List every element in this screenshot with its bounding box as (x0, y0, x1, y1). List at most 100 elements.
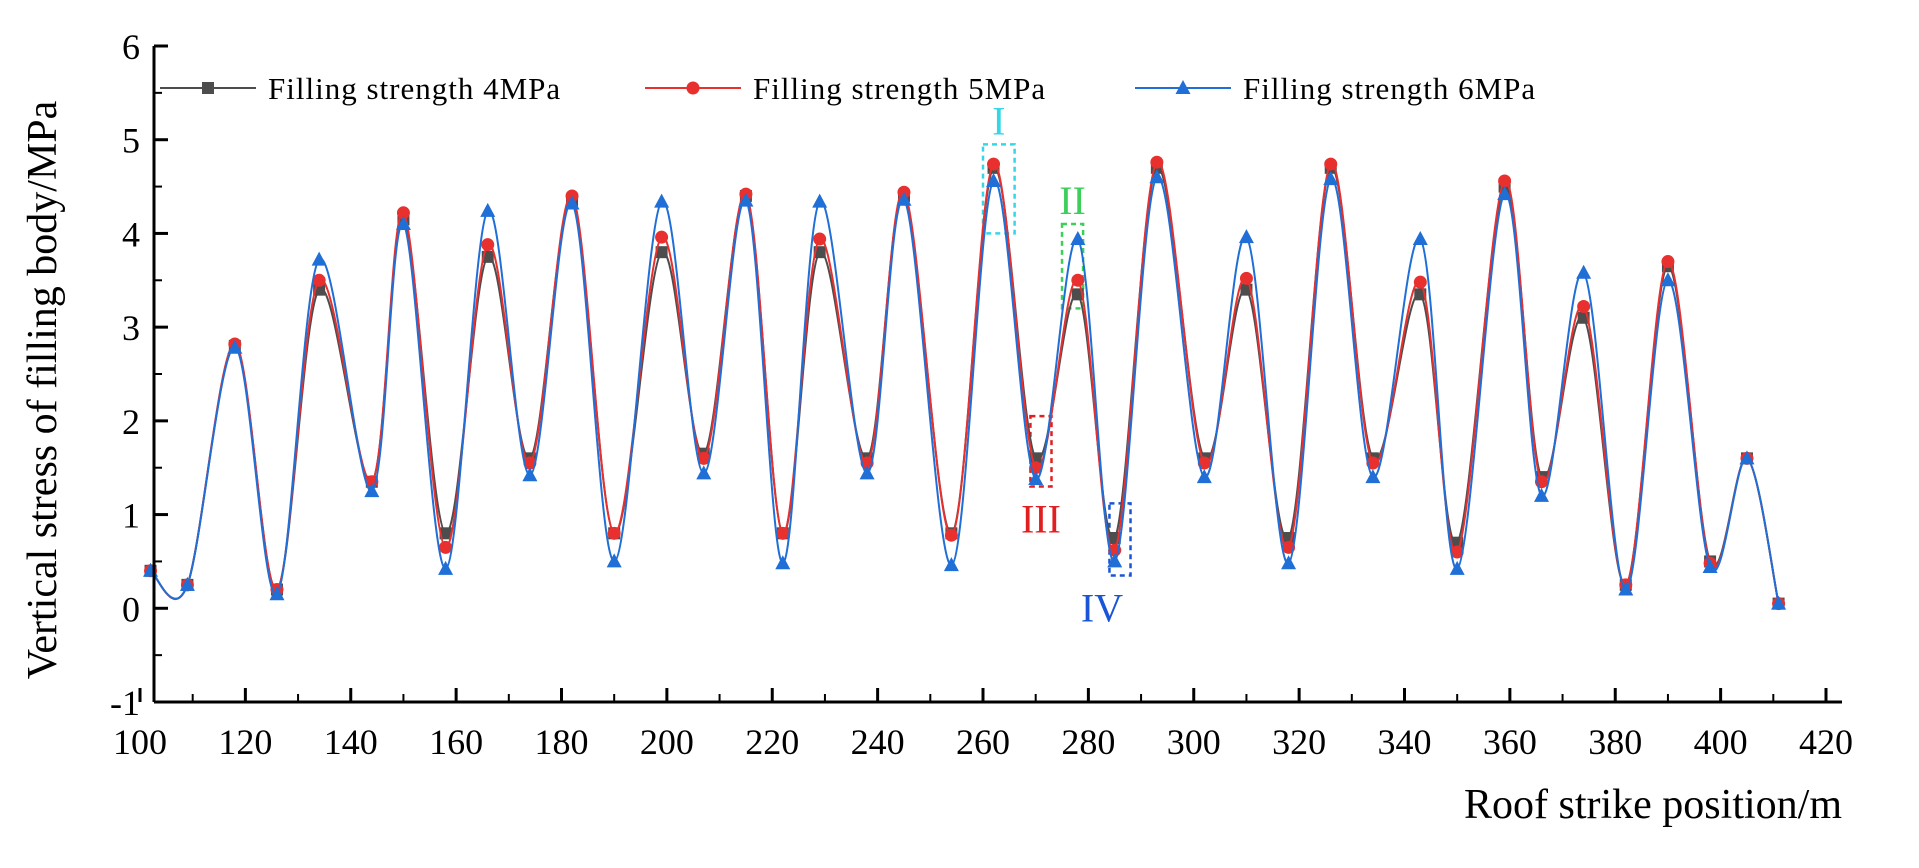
series-2 (144, 155, 1786, 611)
data-point (522, 467, 538, 482)
x-tick-label: 400 (1694, 722, 1748, 762)
data-point (696, 465, 712, 480)
data-point (1366, 456, 1380, 470)
data-point (269, 586, 285, 601)
x-tick-label: 200 (640, 722, 694, 762)
y-tick-label: 4 (122, 214, 140, 254)
data-point (896, 191, 912, 206)
data-point (738, 192, 754, 207)
data-point (986, 172, 1002, 187)
x-tick-label: 260 (956, 722, 1010, 762)
data-point (564, 195, 580, 210)
x-tick-label: 300 (1167, 722, 1221, 762)
data-point (1149, 169, 1165, 184)
legend-label: Filling strength 4MPa (268, 71, 561, 106)
data-point (859, 465, 875, 480)
data-point (775, 555, 791, 570)
annotation-box (1108, 502, 1132, 577)
annotation-label: III (1021, 496, 1061, 541)
data-point (1498, 174, 1512, 188)
annotation-label: IV (1081, 585, 1123, 630)
x-tick-label: 160 (429, 722, 483, 762)
data-point (1576, 264, 1592, 279)
x-tick-label: 320 (1272, 722, 1326, 762)
data-point (1028, 470, 1044, 485)
data-point (1197, 456, 1211, 470)
data-point (1739, 450, 1755, 465)
y-tick-label: 2 (122, 402, 140, 442)
series-line (149, 176, 1780, 604)
data-point (607, 526, 621, 540)
data-point (1660, 272, 1676, 287)
data-point (1533, 487, 1549, 502)
data-point (364, 483, 380, 498)
data-point (655, 230, 669, 244)
legend-marker (202, 82, 214, 94)
data-point (776, 526, 790, 540)
data-point (697, 451, 711, 465)
x-tick-label: 180 (535, 722, 589, 762)
y-tick-label: 5 (122, 121, 140, 161)
data-point (1323, 171, 1339, 186)
data-point (1071, 273, 1085, 287)
x-tick-label: 100 (113, 722, 167, 762)
x-tick-label: 220 (745, 722, 799, 762)
annotation-label: I (992, 98, 1005, 143)
data-point (1070, 231, 1086, 246)
data-point (395, 216, 411, 231)
y-tick-label: 1 (122, 496, 140, 536)
annotation-box (981, 143, 1016, 235)
x-tick-label: 140 (324, 722, 378, 762)
data-point (227, 339, 243, 354)
series-line (149, 161, 1780, 604)
data-point (523, 456, 537, 470)
data-point (179, 576, 195, 591)
data-point (655, 246, 668, 259)
data-point (1107, 553, 1123, 568)
data-point (1365, 469, 1381, 484)
legend: Filling strength 4MPa Filling strength 5M… (160, 71, 1535, 106)
legend-marker (1175, 80, 1191, 94)
data-point (438, 560, 454, 575)
data-point (1413, 275, 1427, 289)
data-point (1412, 231, 1428, 246)
x-tick-label: 280 (1061, 722, 1115, 762)
y-tick-label: 3 (122, 308, 140, 348)
data-point (439, 540, 453, 554)
data-point (1196, 469, 1212, 484)
annotation-label: II (1059, 178, 1086, 223)
data-point (1618, 581, 1634, 596)
data-point (480, 202, 496, 217)
data-point (944, 528, 958, 542)
x-axis-title: Roof strike position/m (1464, 782, 1842, 828)
data-point (1281, 555, 1297, 570)
data-point (481, 238, 495, 252)
data-point (1449, 560, 1465, 575)
series-3 (143, 169, 1787, 610)
x-tick-label: 380 (1588, 722, 1642, 762)
legend-entry-1: Filling strength 4MPa (160, 71, 561, 106)
series-layer (143, 155, 1787, 611)
data-point (813, 232, 827, 246)
y-tick-label: 6 (122, 27, 140, 67)
series-1 (144, 161, 1785, 610)
data-point (1239, 271, 1253, 285)
data-point (943, 557, 959, 572)
data-point (311, 251, 327, 266)
y-tick-label: -1 (110, 683, 140, 723)
data-point (312, 273, 326, 287)
x-tick-label: 420 (1799, 722, 1853, 762)
data-point (1497, 186, 1513, 201)
legend-entry-2: Filling strength 5MPa (645, 71, 1046, 106)
legend-marker (686, 81, 700, 95)
data-point (439, 527, 452, 540)
series-line (149, 166, 1780, 604)
data-point (1450, 545, 1464, 559)
x-tick-label: 340 (1378, 722, 1432, 762)
legend-label: Filling strength 5MPa (753, 71, 1046, 106)
x-tick-label: 120 (218, 722, 272, 762)
data-point (1238, 229, 1254, 244)
x-tick-label: 360 (1483, 722, 1537, 762)
